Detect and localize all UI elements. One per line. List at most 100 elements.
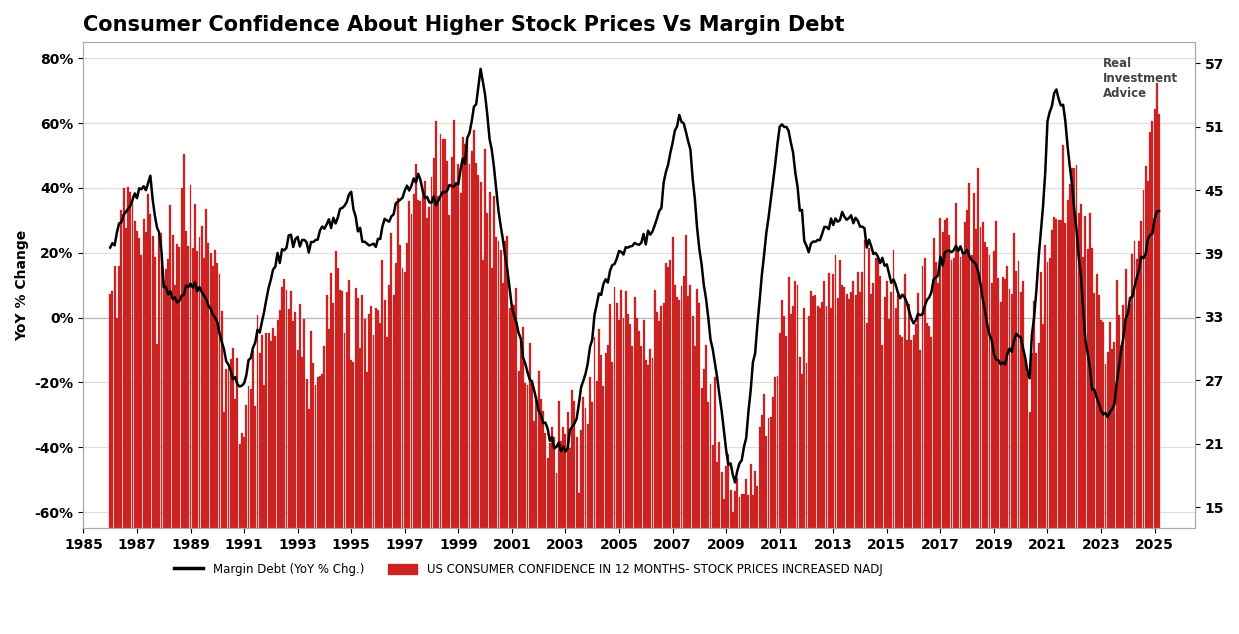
Bar [404, 272, 405, 528]
Bar [1026, 373, 1028, 528]
Bar [582, 397, 585, 528]
Bar [212, 266, 214, 528]
Bar [165, 269, 167, 528]
Bar [1139, 241, 1140, 528]
Bar [587, 424, 589, 528]
Bar [758, 427, 761, 528]
Bar [254, 406, 256, 528]
Bar [565, 434, 566, 528]
Bar [685, 235, 686, 528]
Bar [410, 214, 413, 528]
Bar [973, 193, 975, 528]
Bar [881, 345, 883, 528]
Bar [1014, 233, 1015, 528]
Bar [1129, 304, 1131, 528]
Bar [1116, 280, 1118, 528]
Bar [232, 348, 234, 528]
Bar [515, 288, 518, 528]
Bar [1150, 132, 1151, 528]
Bar [401, 268, 404, 528]
Bar [1125, 269, 1126, 528]
Bar [624, 291, 627, 528]
Bar [549, 443, 551, 528]
Bar [948, 235, 950, 528]
Bar [1118, 315, 1120, 528]
Bar [228, 368, 229, 528]
Bar [678, 300, 680, 528]
Bar [730, 491, 731, 528]
Bar [958, 248, 959, 528]
Bar [151, 236, 154, 528]
Bar [142, 219, 145, 528]
Bar [256, 315, 259, 528]
Bar [237, 358, 238, 528]
Bar [638, 331, 641, 528]
Bar [451, 157, 452, 528]
Bar [173, 285, 176, 528]
Bar [774, 377, 776, 528]
Bar [185, 231, 187, 528]
Bar [554, 437, 555, 528]
Bar [543, 411, 544, 528]
Bar [1004, 280, 1006, 528]
Bar [593, 337, 596, 528]
Bar [611, 362, 613, 528]
Bar [869, 248, 870, 528]
Bar [841, 285, 843, 528]
Bar [755, 470, 756, 528]
Bar [444, 139, 446, 528]
Bar [741, 493, 742, 528]
Bar [652, 358, 653, 528]
Bar [507, 236, 508, 528]
Bar [1147, 181, 1149, 528]
Bar [930, 337, 933, 528]
Bar [736, 478, 738, 528]
Bar [942, 231, 944, 528]
Bar [518, 371, 519, 528]
Bar [555, 474, 558, 528]
Bar [123, 188, 125, 528]
Bar [498, 241, 499, 528]
Bar [997, 278, 1000, 528]
Bar [683, 276, 685, 528]
Bar [352, 362, 354, 528]
Bar [1140, 221, 1142, 528]
Bar [332, 303, 335, 528]
Bar [1006, 266, 1009, 528]
Bar [424, 181, 426, 528]
Bar [263, 385, 265, 528]
Bar [279, 309, 281, 528]
Bar [373, 335, 374, 528]
Bar [1073, 167, 1075, 528]
Bar [295, 312, 296, 528]
Bar [908, 304, 911, 528]
Bar [969, 183, 970, 528]
Bar [992, 251, 995, 528]
Bar [750, 463, 752, 528]
Bar [1092, 248, 1093, 528]
Bar [808, 316, 809, 528]
Bar [757, 486, 758, 528]
Bar [790, 314, 792, 528]
Bar [510, 304, 513, 528]
Bar [1064, 223, 1067, 528]
Bar [192, 248, 193, 528]
Bar [491, 268, 493, 528]
Bar [649, 349, 652, 528]
Bar [1080, 204, 1082, 528]
Bar [499, 250, 502, 528]
Bar [891, 292, 892, 528]
Bar [223, 412, 225, 528]
Bar [114, 266, 115, 528]
Bar [919, 350, 922, 528]
Bar [455, 181, 457, 528]
Bar [348, 280, 349, 528]
Bar [116, 318, 118, 528]
Bar [613, 287, 616, 528]
Bar [937, 283, 939, 528]
Bar [533, 422, 535, 528]
Bar [1040, 272, 1042, 528]
Bar [129, 192, 131, 528]
Bar [477, 175, 479, 528]
Bar [183, 154, 185, 528]
